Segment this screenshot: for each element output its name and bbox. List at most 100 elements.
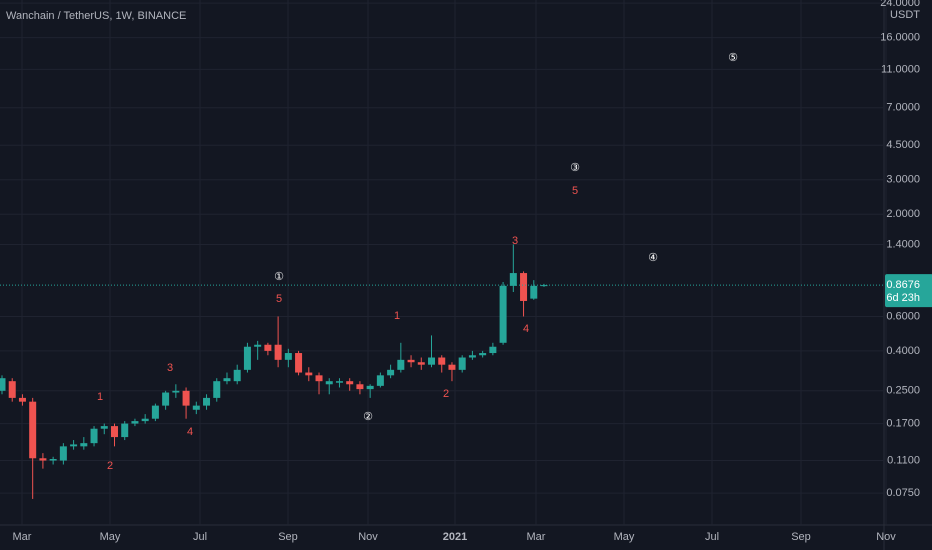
candle-body	[284, 353, 292, 360]
candle-body	[233, 369, 241, 382]
candle-body	[376, 375, 384, 386]
y-tick-label: 0.6000	[886, 310, 920, 322]
candle-body	[274, 344, 282, 360]
candle-body	[305, 372, 313, 376]
wave-circle: ⑤	[728, 52, 738, 64]
wave-circle: ④	[648, 252, 658, 264]
candle-body	[366, 385, 374, 390]
candle-body	[121, 423, 129, 438]
x-tick-label: Nov	[358, 531, 378, 543]
candle-body	[499, 285, 507, 343]
candle-body	[509, 273, 517, 286]
candle-body	[151, 405, 159, 419]
candle-body	[29, 401, 37, 459]
x-tick-label: Sep	[791, 531, 811, 543]
x-tick-label: Jul	[705, 531, 719, 543]
candle-body	[468, 355, 476, 358]
candle-body	[70, 444, 78, 447]
y-tick-label: 11.0000	[881, 63, 920, 75]
candle-body	[335, 381, 343, 383]
wave-label: 2	[443, 388, 449, 400]
wave-label: 1	[97, 391, 103, 403]
candle-body	[356, 384, 364, 390]
candle-body	[162, 392, 170, 406]
axis-unit: USDT	[890, 9, 920, 21]
candle-body	[325, 381, 333, 385]
candle-body	[100, 426, 108, 429]
candle-body	[59, 446, 67, 461]
wave-label: 3	[512, 235, 518, 247]
y-tick-label: 0.1700	[886, 417, 920, 429]
y-tick-label: 0.4000	[886, 345, 920, 357]
candle-body	[243, 346, 251, 370]
y-tick-label: 24.0000	[880, 0, 920, 9]
y-tick-label: 0.2500	[886, 385, 920, 397]
price-badge	[885, 274, 932, 308]
x-tick-label: May	[100, 531, 121, 543]
candle-body	[489, 346, 497, 354]
candle-body	[264, 344, 272, 351]
y-tick-label: 4.5000	[886, 139, 920, 151]
y-tick-label: 0.0750	[886, 487, 920, 499]
candle-body	[192, 405, 200, 410]
candle-body	[479, 353, 487, 356]
candle-body	[458, 357, 466, 370]
wave-label: 1	[394, 310, 400, 322]
countdown: 6d 23h	[886, 292, 920, 304]
candle-body	[520, 273, 528, 301]
candle-body	[8, 381, 16, 398]
candle-body	[530, 285, 538, 299]
wave-label: 3	[167, 362, 173, 374]
candle-body	[346, 381, 354, 385]
x-tick-label: Mar	[527, 531, 546, 543]
candle-body	[407, 359, 415, 363]
candle-body	[18, 397, 26, 402]
candle-body	[203, 397, 211, 406]
wave-label: 4	[187, 426, 193, 438]
y-tick-label: 16.0000	[880, 31, 920, 43]
x-tick-label: 2021	[443, 531, 467, 543]
wave-circle: ②	[363, 411, 373, 423]
candle-body	[254, 344, 262, 347]
candle-body	[182, 390, 190, 406]
x-tick-label: May	[614, 531, 635, 543]
candle-body	[315, 375, 323, 382]
wave-label: 5	[572, 185, 578, 197]
candle-body	[438, 357, 446, 365]
candle-body	[417, 362, 425, 365]
y-tick-label: 0.1100	[887, 454, 920, 466]
x-tick-label: Jul	[193, 531, 207, 543]
candle-body	[387, 369, 395, 376]
candle-body	[448, 364, 456, 370]
x-tick-label: Sep	[278, 531, 298, 543]
candle-body	[397, 359, 405, 370]
candle-body	[0, 378, 6, 391]
wave-circle: ③	[570, 162, 580, 174]
y-tick-label: 2.0000	[886, 208, 920, 220]
candle-body	[223, 378, 231, 382]
candle-body	[49, 459, 57, 461]
candle-body	[39, 458, 47, 461]
wave-circle: ①	[274, 271, 284, 283]
candle-body	[131, 421, 139, 424]
price-label: 0.8676	[886, 279, 920, 291]
candle-body	[90, 428, 98, 444]
x-tick-label: Nov	[876, 531, 896, 543]
chart-title: Wanchain / TetherUS, 1W, BINANCE	[6, 10, 186, 22]
candle-body	[141, 418, 149, 422]
wave-label: 4	[523, 323, 529, 335]
x-tick-label: Mar	[13, 531, 32, 543]
candle-body	[295, 353, 303, 373]
candle-body	[80, 443, 88, 447]
candle-body	[213, 381, 221, 398]
candle-body	[428, 357, 436, 365]
candle-body	[110, 426, 118, 438]
y-tick-label: 1.4000	[886, 238, 920, 250]
wave-label: 2	[107, 460, 113, 472]
y-tick-label: 3.0000	[886, 174, 920, 186]
y-tick-label: 7.0000	[886, 102, 920, 114]
candle-body	[172, 390, 180, 393]
wave-label: 5	[276, 293, 282, 305]
